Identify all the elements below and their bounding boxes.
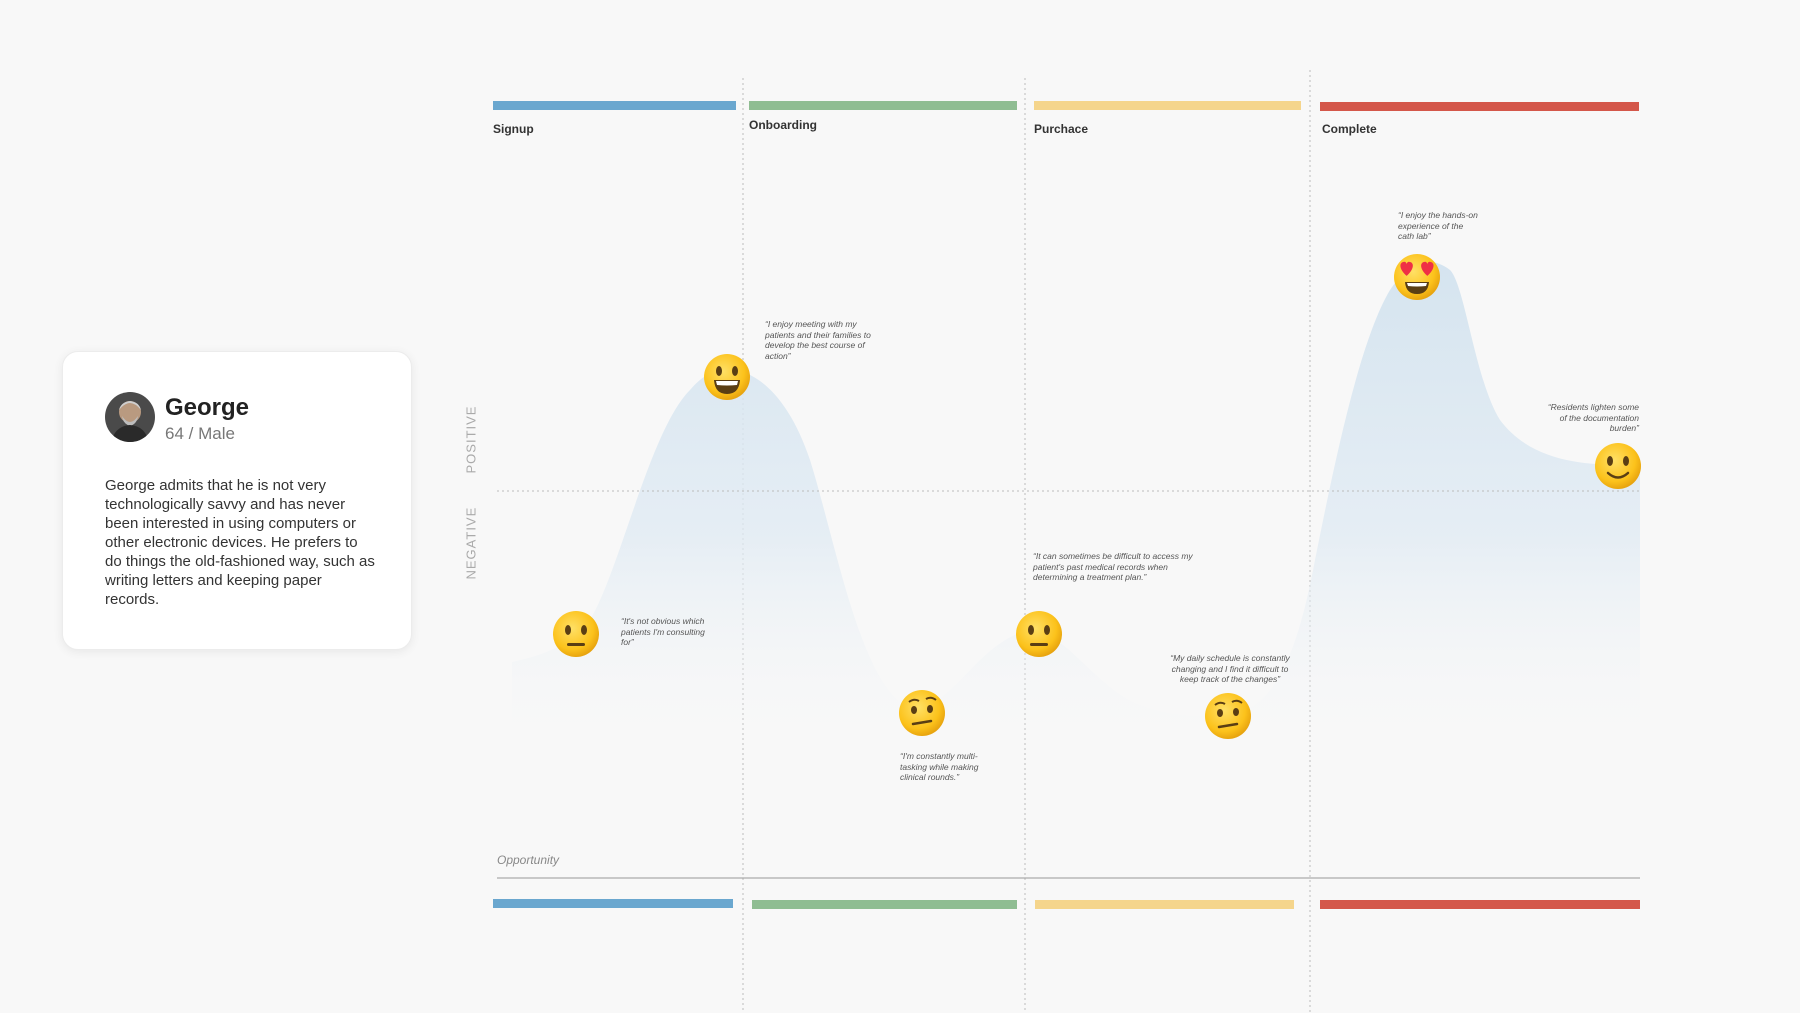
quote-onboarding-positive: “I enjoy meeting with my patients and th…	[765, 319, 871, 361]
quote-onboarding-negative: “I'm constantly multi-tasking while maki…	[900, 751, 979, 782]
stage-bar-top-onboarding	[749, 101, 1017, 110]
quote-signup: “It's not obvious which patients I'm con…	[621, 616, 705, 647]
persona-meta: 64 / Male	[165, 424, 235, 443]
stage-label-purchace: Purchace	[1034, 122, 1089, 136]
stage-bar-top-purchace	[1034, 101, 1301, 110]
stage-label-signup: Signup	[493, 122, 534, 136]
quote-purchace-records: “It can sometimes be difficult to access…	[1033, 551, 1193, 582]
stage-bar-bottom-purchace	[1035, 900, 1294, 909]
quote-complete-residents: “Residents lighten some of the documenta…	[1547, 402, 1639, 433]
stage-bar-bottom-signup	[493, 899, 733, 908]
stage-bar-bottom-onboarding	[752, 900, 1017, 909]
grinning-face-icon	[704, 354, 750, 400]
persona-bio: George admits that he is not very techno…	[105, 477, 375, 608]
axis-label-positive: POSITIVE	[463, 405, 479, 474]
neutral-face-icon	[1016, 611, 1062, 657]
avatar	[105, 392, 155, 442]
raised-eyebrow-face-icon	[1205, 693, 1251, 739]
persona-card: George 64 / Male George admits that he i…	[62, 351, 412, 650]
heart-eyes-face-icon	[1394, 254, 1440, 300]
stage-label-onboarding: Onboarding	[749, 118, 817, 132]
opportunity-label: Opportunity	[497, 853, 560, 867]
axis-label-negative: NEGATIVE	[463, 506, 479, 580]
quote-purchace-schedule: “My daily schedule is constantly changin…	[1170, 653, 1290, 684]
stage-bar-bottom-complete	[1320, 900, 1640, 909]
neutral-face-icon	[553, 611, 599, 657]
persona-name: George	[165, 394, 250, 421]
emotion-curve-area	[512, 261, 1640, 760]
raised-eyebrow-face-icon	[899, 690, 945, 736]
quote-complete-cath-lab: “I enjoy the hands-on experience of the …	[1398, 210, 1478, 241]
stage-bar-top-signup	[493, 101, 736, 110]
slightly-smiling-face-icon	[1595, 443, 1641, 489]
stage-label-complete: Complete	[1322, 122, 1377, 136]
stage-bar-top-complete	[1320, 102, 1639, 111]
